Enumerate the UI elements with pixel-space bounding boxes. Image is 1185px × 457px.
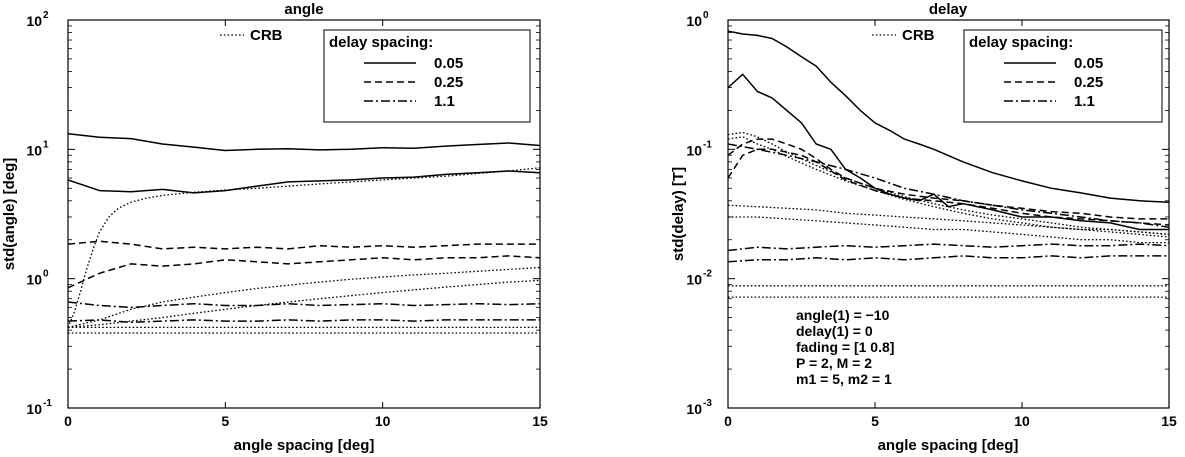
delay-x-axis-label: angle spacing [deg] (878, 437, 1019, 454)
delay-annotation-line: angle(1) = −10 (796, 307, 890, 323)
delay-chart: delay angle spacing [deg] std(delay) [T]… (670, 1, 1177, 454)
delay-y-tick-exponent: -3 (703, 398, 712, 409)
angle-legend-label: 1.1 (434, 93, 455, 110)
delay-x-tick-label: 10 (1014, 413, 1030, 429)
delay-annotation-line: P = 2, M = 2 (796, 355, 872, 371)
angle-y-tick-label: 10 (26, 13, 42, 29)
angle-plot-frame (67, 19, 541, 409)
angle-y-tick-label: 10 (26, 142, 42, 158)
angle-y-axis-label: std(angle) [deg] (1, 158, 18, 271)
angle-series-dash-dot-line (68, 319, 540, 324)
delay-y-tick-exponent: -1 (703, 139, 712, 150)
angle-crb-label: CRB (250, 27, 283, 44)
angle-series-group (68, 132, 540, 334)
angle-series-dashed-line (68, 240, 540, 250)
angle-series-dotted-line (68, 279, 540, 329)
angle-y-tick-exponent: -1 (43, 398, 52, 409)
angle-legend-box (323, 29, 531, 123)
delay-series-group (728, 30, 1169, 298)
delay-chart-title: delay (929, 1, 968, 18)
delay-series-dashed-line (728, 138, 1169, 220)
angle-series-dashed-line (68, 255, 540, 289)
delay-y-tick-label: 10 (686, 272, 702, 288)
delay-series-dash-dot-line (728, 255, 1169, 263)
angle-series-dash-dot-line (68, 301, 540, 309)
delay-annotation-line: m1 = 5, m2 = 1 (796, 371, 892, 387)
delay-series-dash-dot-line (728, 243, 1169, 252)
angle-y-tick-exponent: 1 (43, 139, 49, 150)
delay-x-tick-label: 0 (724, 413, 732, 429)
angle-series-solid-line (68, 132, 540, 152)
angle-legend-label: 0.25 (434, 74, 463, 91)
delay-y-tick-exponent: 0 (703, 10, 709, 21)
delay-annotation-line: fading = [1 0.8] (796, 339, 894, 355)
delay-x-tick-label: 15 (1161, 413, 1177, 429)
delay-plot-frame (727, 19, 1170, 409)
angle-y-tick-exponent: 2 (43, 10, 49, 21)
delay-y-tick-label: 10 (686, 13, 702, 29)
delay-legend-title: delay spacing: (969, 34, 1073, 51)
angle-chart-title: angle (284, 1, 323, 18)
delay-annotation-line: delay(1) = 0 (796, 323, 873, 339)
delay-series-dotted-line (728, 204, 1169, 236)
delay-y-tick-label: 10 (686, 142, 702, 158)
delay-x-tick-label: 5 (871, 413, 879, 429)
angle-series-solid-line (68, 170, 540, 194)
delay-legend-label: 0.25 (1074, 74, 1103, 91)
delay-series-dashed-line (728, 148, 1169, 226)
delay-series-dash-dot-line (728, 143, 1169, 228)
angle-x-tick-label: 15 (532, 413, 548, 429)
angle-chart: angle angle spacing [deg] std(angle) [de… (1, 1, 548, 454)
delay-legend-box (963, 29, 1163, 123)
angle-x-tick-label: 5 (221, 413, 229, 429)
delay-legend-label: 0.05 (1074, 55, 1103, 72)
angle-y-tick-exponent: 0 (43, 269, 49, 280)
angle-series-dotted-line (68, 266, 540, 329)
angle-x-tick-label: 0 (64, 413, 72, 429)
delay-y-axis-label: std(delay) [T] (670, 167, 687, 261)
delay-series-solid-line (728, 30, 1169, 203)
delay-series-dotted-line (728, 131, 1169, 236)
delay-y-tick-label: 10 (686, 401, 702, 417)
angle-y-tick-label: 10 (26, 401, 42, 417)
delay-y-tick-exponent: -2 (703, 269, 712, 280)
angle-y-tick-label: 10 (26, 272, 42, 288)
angle-legend-label: 0.05 (434, 55, 463, 72)
angle-x-tick-label: 10 (375, 413, 391, 429)
angle-legend-title: delay spacing: (329, 34, 433, 51)
delay-crb-label: CRB (902, 27, 935, 44)
delay-series-dotted-line (728, 216, 1169, 244)
delay-legend-label: 1.1 (1074, 93, 1095, 110)
angle-x-axis-label: angle spacing [deg] (234, 437, 375, 454)
